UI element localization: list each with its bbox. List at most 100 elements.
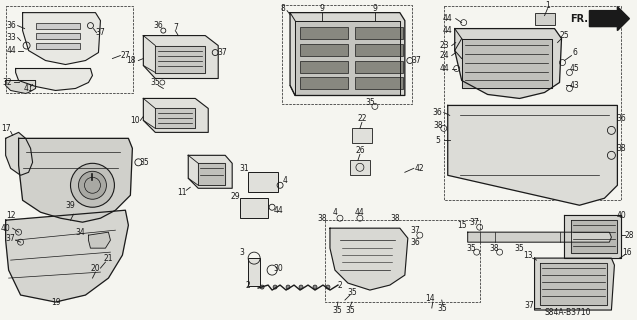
Text: 9: 9 [320,4,324,13]
Text: 38: 38 [317,214,327,223]
Bar [6,6,133,93]
Text: 33: 33 [7,33,17,42]
Text: 18: 18 [127,56,136,65]
Polygon shape [448,105,617,205]
Text: 38: 38 [390,214,399,223]
Circle shape [71,163,115,207]
Polygon shape [143,36,218,78]
Text: 17: 17 [1,124,10,133]
Text: 35: 35 [347,288,357,297]
Circle shape [273,285,277,289]
Text: 38: 38 [490,244,499,253]
Bar [355,60,403,73]
Bar [36,33,80,39]
Text: 37: 37 [411,56,420,65]
Polygon shape [571,220,617,253]
Text: 16: 16 [622,248,632,257]
Bar [355,77,403,90]
Text: 8: 8 [281,4,285,13]
Text: 14: 14 [425,293,434,302]
Text: 36: 36 [154,21,163,30]
Bar [248,172,278,192]
Text: 37: 37 [217,48,227,57]
Polygon shape [540,263,608,305]
Bar [300,44,348,56]
Polygon shape [89,232,110,248]
Text: 38: 38 [433,121,443,130]
Text: 37: 37 [6,234,15,243]
Text: 5: 5 [435,136,440,145]
Bar [352,128,372,143]
Text: 39: 39 [66,201,75,210]
Polygon shape [6,81,36,93]
Text: 32: 32 [3,78,13,87]
Polygon shape [468,232,612,242]
Text: 35: 35 [467,244,476,253]
Text: 22: 22 [357,114,367,123]
Circle shape [326,285,330,289]
Bar [300,27,348,39]
Text: 21: 21 [104,254,113,263]
Text: 35: 35 [150,78,161,87]
Text: 27: 27 [120,51,130,60]
Text: 37: 37 [410,226,420,235]
Text: 40: 40 [617,211,626,220]
Text: FR.: FR. [571,14,589,24]
Text: 26: 26 [355,146,365,155]
Text: 44: 44 [443,26,453,35]
Text: 30: 30 [273,264,283,273]
Text: 35: 35 [345,306,355,315]
Text: 36: 36 [7,21,17,30]
Polygon shape [462,39,552,88]
Bar [300,77,348,90]
Text: 35: 35 [332,306,342,315]
Text: 36: 36 [410,238,420,247]
Text: 1: 1 [545,1,550,10]
Text: 12: 12 [6,211,15,220]
Circle shape [286,285,290,289]
Text: 37: 37 [470,218,480,227]
Text: 35: 35 [515,244,524,253]
Text: 44: 44 [440,64,450,73]
Text: 36: 36 [433,108,443,117]
Text: S84A-B3710: S84A-B3710 [544,308,590,316]
Text: 28: 28 [625,231,634,240]
Circle shape [299,285,303,289]
Text: 45: 45 [569,64,580,73]
Text: 15: 15 [457,221,466,230]
Polygon shape [6,210,129,302]
Text: 9: 9 [373,4,377,13]
Text: 34: 34 [76,228,85,237]
Text: 35: 35 [438,304,448,313]
Polygon shape [330,228,408,290]
Bar [355,27,403,39]
Polygon shape [198,163,225,185]
Text: 3: 3 [240,248,245,257]
Polygon shape [6,132,32,175]
Text: 11: 11 [178,188,187,197]
Circle shape [313,285,317,289]
Text: 44: 44 [7,46,17,55]
Text: 43: 43 [569,81,580,90]
Text: 2: 2 [246,281,250,290]
Text: 35: 35 [365,98,375,107]
Polygon shape [155,45,205,73]
Bar [444,6,621,200]
Text: 20: 20 [90,264,100,273]
Polygon shape [155,108,196,128]
Bar [325,220,480,302]
Text: 19: 19 [51,298,61,307]
Text: 37: 37 [96,28,105,37]
Polygon shape [534,258,615,310]
Text: 36: 36 [617,114,626,123]
Polygon shape [589,7,629,31]
Polygon shape [290,12,405,95]
Bar [36,23,80,28]
Text: 44: 44 [443,14,453,23]
Text: 40: 40 [1,224,11,233]
Text: 44: 44 [273,206,283,215]
Bar [355,44,403,56]
Text: 44: 44 [355,208,365,217]
Polygon shape [564,215,621,258]
Text: 29: 29 [231,192,240,201]
